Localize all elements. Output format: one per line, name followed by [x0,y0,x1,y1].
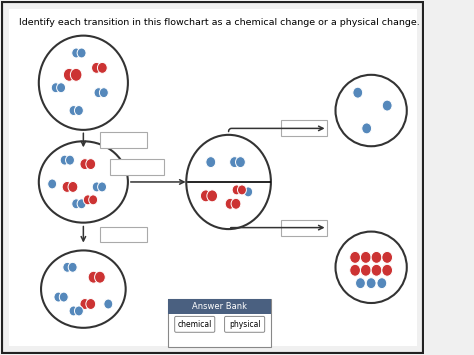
Circle shape [100,88,108,98]
FancyBboxPatch shape [1,1,424,354]
Circle shape [80,299,90,310]
Circle shape [77,48,86,58]
Circle shape [231,198,241,209]
Circle shape [48,179,56,189]
Circle shape [362,123,372,134]
Circle shape [201,190,211,202]
Circle shape [230,157,239,168]
Circle shape [60,155,69,165]
Text: Answer Bank: Answer Bank [192,302,247,311]
Text: physical: physical [229,320,260,329]
Circle shape [244,187,253,197]
Circle shape [80,159,90,170]
Circle shape [356,278,365,289]
FancyBboxPatch shape [168,299,271,314]
Circle shape [56,83,65,93]
Circle shape [72,199,81,209]
Circle shape [74,105,83,115]
Circle shape [366,278,376,289]
Circle shape [350,264,360,276]
Circle shape [382,251,392,263]
Circle shape [360,264,371,276]
Circle shape [65,155,74,165]
Circle shape [98,182,107,192]
Circle shape [69,105,78,115]
Circle shape [371,251,382,263]
Circle shape [207,190,218,202]
Circle shape [382,264,392,276]
Circle shape [94,88,103,98]
Circle shape [72,48,81,58]
FancyBboxPatch shape [281,220,328,235]
Circle shape [88,271,99,283]
Circle shape [377,278,387,289]
FancyBboxPatch shape [225,316,264,332]
Circle shape [225,198,235,209]
FancyBboxPatch shape [175,316,215,332]
Circle shape [74,306,83,316]
Circle shape [92,182,101,192]
Circle shape [382,100,392,111]
Circle shape [232,185,241,195]
Circle shape [69,306,78,316]
Circle shape [51,83,60,93]
Circle shape [237,185,246,195]
Text: Identify each transition in this flowchart as a chemical change or a physical ch: Identify each transition in this flowcha… [19,18,420,27]
Circle shape [371,264,382,276]
Circle shape [360,251,371,263]
Circle shape [83,195,92,205]
FancyBboxPatch shape [100,132,146,148]
Circle shape [70,69,82,81]
Circle shape [89,195,98,205]
Circle shape [62,181,72,192]
FancyBboxPatch shape [9,9,417,346]
Circle shape [104,299,113,309]
Circle shape [86,159,96,170]
Circle shape [98,62,107,73]
Circle shape [54,292,63,302]
FancyBboxPatch shape [168,299,271,347]
Circle shape [86,299,96,310]
Circle shape [206,157,216,168]
FancyBboxPatch shape [281,120,328,136]
Circle shape [350,251,360,263]
Circle shape [59,292,68,302]
FancyBboxPatch shape [100,226,146,242]
Circle shape [64,69,75,81]
Circle shape [236,157,246,168]
Circle shape [77,199,86,209]
Circle shape [91,62,101,73]
Circle shape [63,262,72,272]
Circle shape [95,271,105,283]
Text: chemical: chemical [178,320,212,329]
Circle shape [68,262,77,272]
Circle shape [68,181,78,192]
FancyBboxPatch shape [110,159,164,175]
Circle shape [353,87,363,98]
